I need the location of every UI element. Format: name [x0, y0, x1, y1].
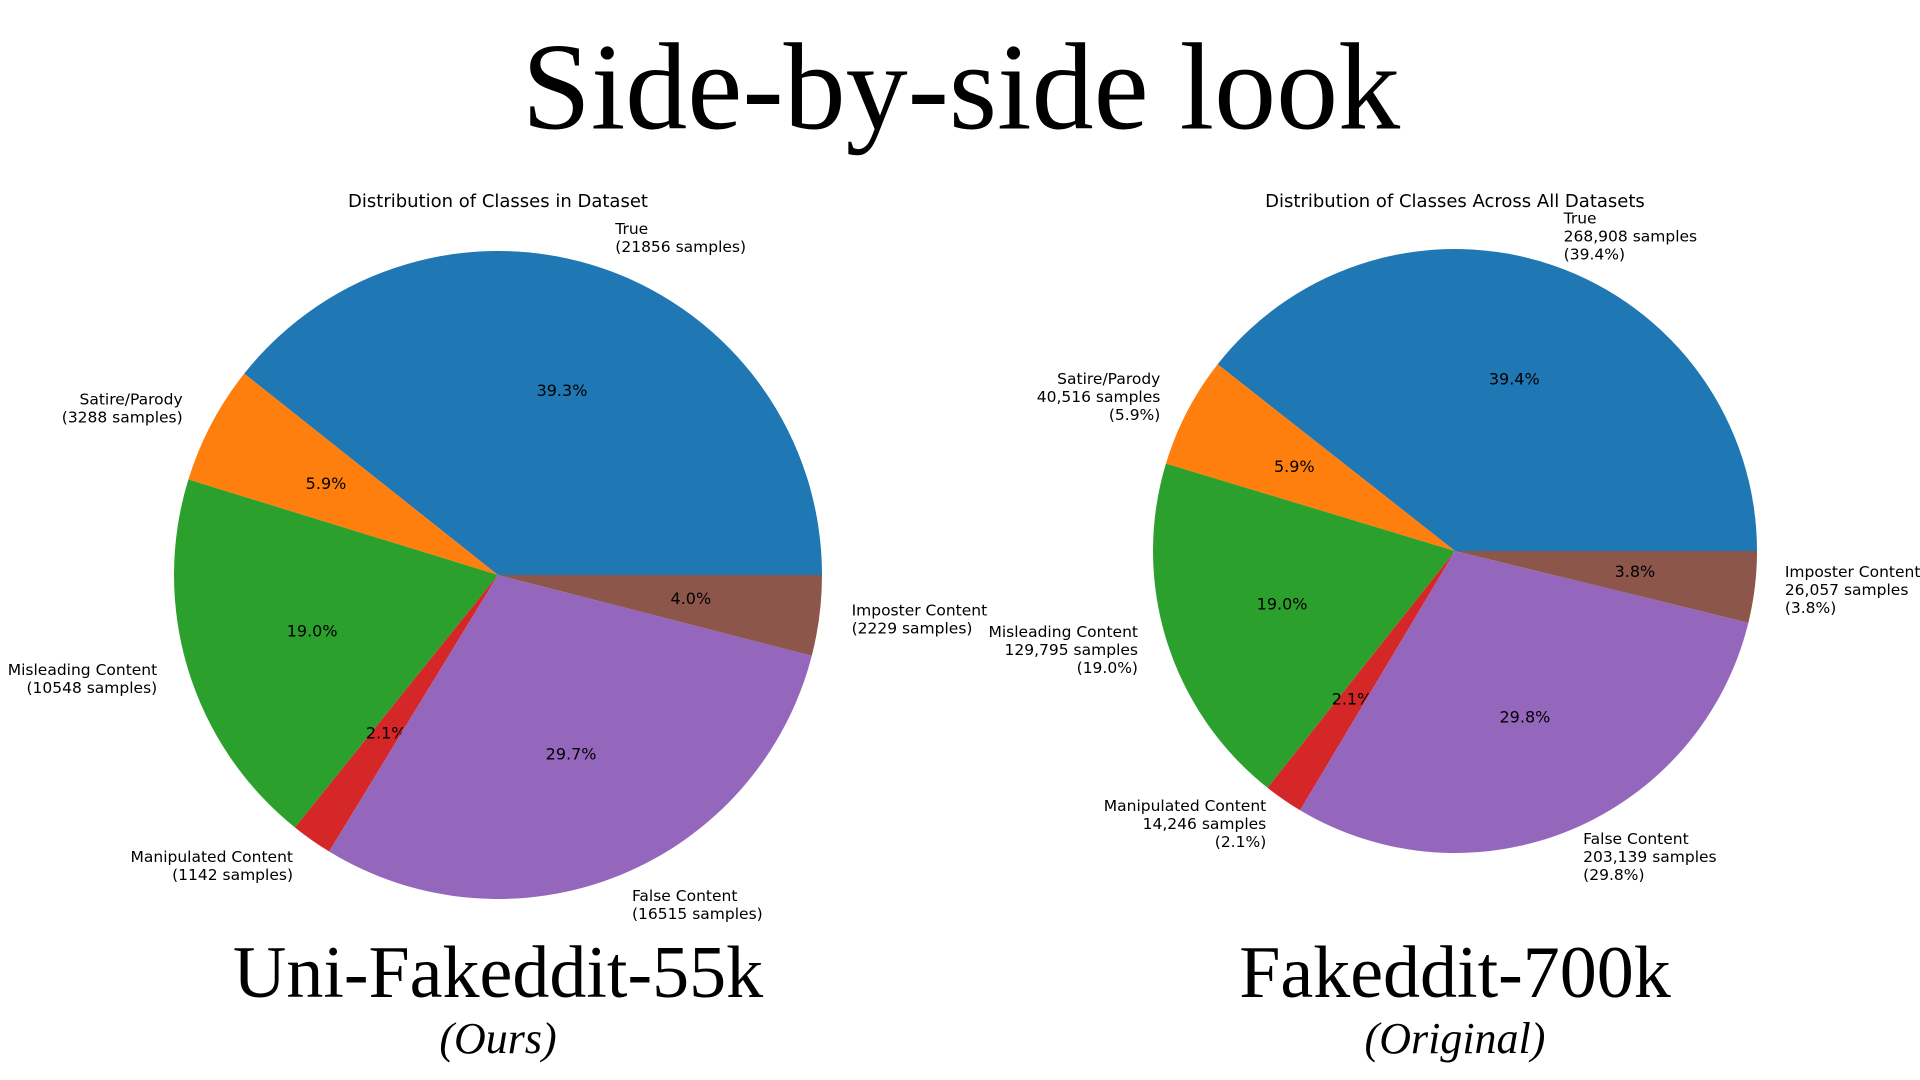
category-label: Misleading Content	[989, 623, 1138, 641]
category-label: Imposter Content	[1785, 563, 1920, 581]
percent-label: 2.1%	[366, 724, 407, 743]
category-label: True	[1563, 210, 1597, 228]
slice-label: (16515 samples)	[632, 905, 763, 923]
chart-subcaption: (Ours)	[439, 1014, 556, 1063]
slice-label: 40,516 samples	[1037, 388, 1161, 406]
pie-slice	[498, 575, 823, 656]
pie-slice	[294, 575, 498, 852]
percent-label: 3.8%	[1615, 562, 1656, 581]
slice-label: (2229 samples)	[852, 619, 973, 637]
percent-label: 19.0%	[287, 621, 338, 640]
slice-label: (29.8%)	[1583, 866, 1644, 884]
category-label: Misleading Content	[8, 661, 157, 679]
slice-label: (21856 samples)	[615, 238, 746, 256]
percent-label: 29.8%	[1500, 708, 1551, 727]
slice-label: 203,139 samples	[1583, 848, 1716, 866]
pie-slice	[1153, 463, 1455, 788]
percent-label: 5.9%	[1274, 457, 1315, 476]
category-label: True	[614, 220, 648, 238]
percent-label: 39.3%	[537, 381, 588, 400]
pie-slice	[1455, 551, 1757, 623]
slice-label: (3.8%)	[1785, 599, 1836, 617]
slice-label: 14,246 samples	[1143, 815, 1267, 833]
slide-title: Side-by-side look	[522, 18, 1400, 155]
pie-slice	[174, 479, 498, 828]
pie-slice	[244, 251, 823, 575]
category-label: Manipulated Content	[131, 848, 294, 866]
chart-title: Distribution of Classes in Dataset	[348, 191, 648, 212]
chart-caption: Uni-Fakeddit-55k	[233, 932, 763, 1014]
category-label: Imposter Content	[852, 601, 988, 619]
category-label: Satire/Parody	[1057, 370, 1160, 388]
category-label: Satire/Parody	[79, 390, 182, 408]
category-label: False Content	[632, 887, 737, 905]
pie-slice	[1300, 551, 1749, 853]
chart-caption: Fakeddit-700k	[1239, 932, 1671, 1014]
pie-slice	[1217, 249, 1757, 551]
slice-label: (19.0%)	[1077, 659, 1138, 677]
percent-label: 29.7%	[546, 745, 597, 764]
slice-label: (1142 samples)	[172, 866, 293, 884]
percent-label: 19.0%	[1257, 595, 1308, 614]
slice-label: 268,908 samples	[1564, 228, 1697, 246]
percent-label: 39.4%	[1489, 369, 1540, 388]
slice-label: 26,057 samples	[1785, 581, 1909, 599]
slice-label: 129,795 samples	[1005, 641, 1138, 659]
percent-label: 5.9%	[306, 474, 347, 493]
slice-label: (3288 samples)	[62, 408, 183, 426]
slice-label: (2.1%)	[1215, 833, 1266, 851]
chart-title: Distribution of Classes Across All Datas…	[1265, 191, 1645, 212]
slice-label: (10548 samples)	[26, 679, 157, 697]
percent-label: 2.1%	[1332, 690, 1373, 709]
category-label: False Content	[1583, 830, 1688, 848]
slice-label: (39.4%)	[1564, 246, 1625, 264]
slice-label: (5.9%)	[1109, 406, 1160, 424]
pie-slice	[329, 575, 812, 900]
pie-slice	[188, 373, 499, 575]
category-label: Manipulated Content	[1104, 797, 1267, 815]
pie-slice	[1165, 364, 1455, 551]
pie-slice	[1267, 551, 1455, 811]
chart-subcaption: (Original)	[1365, 1014, 1546, 1063]
percent-label: 4.0%	[671, 589, 712, 608]
